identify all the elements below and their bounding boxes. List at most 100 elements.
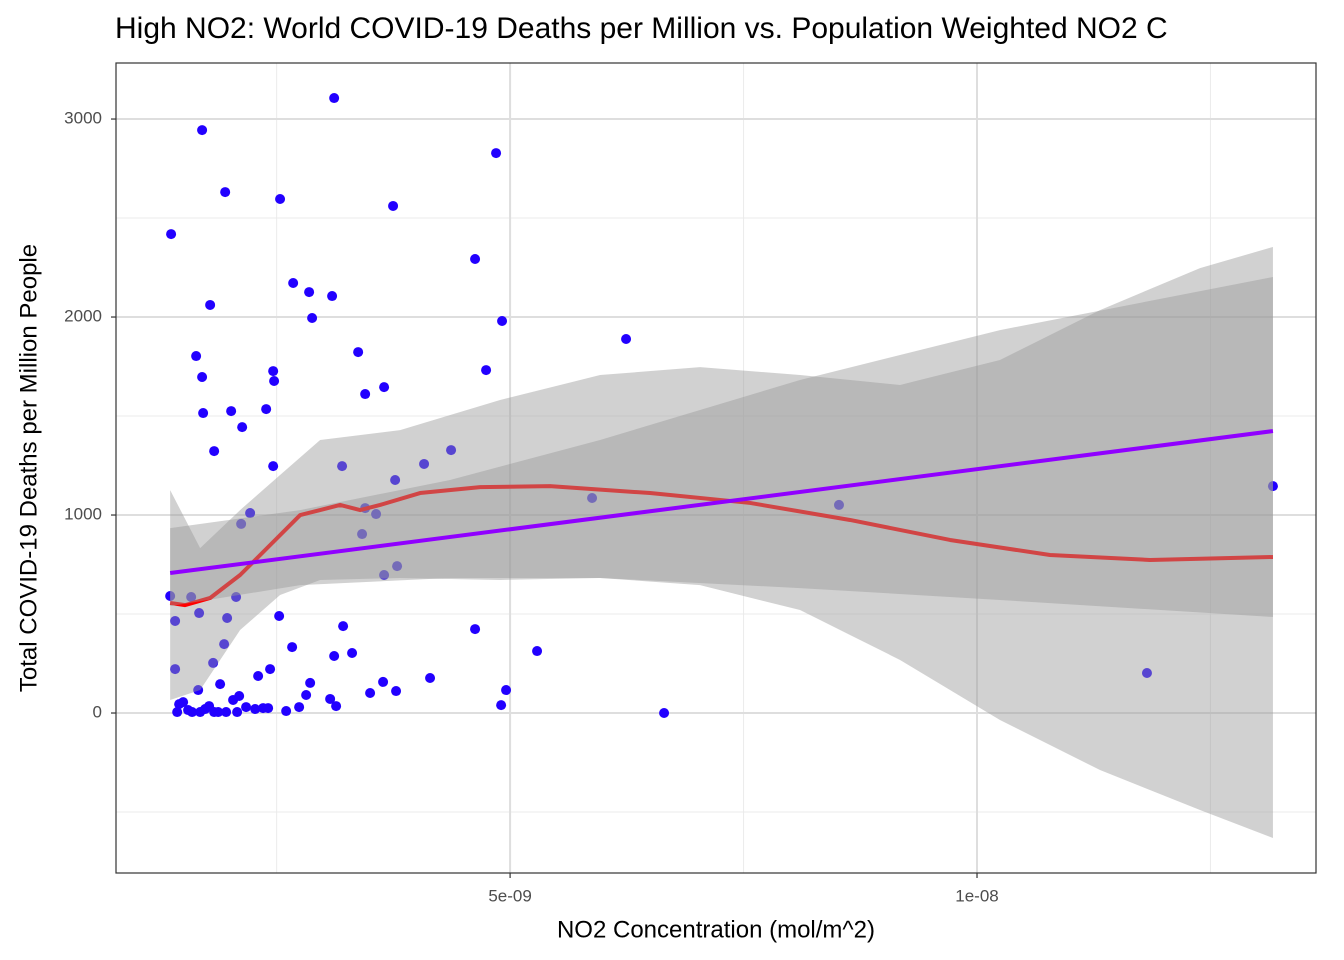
data-point [198,408,209,419]
data-point [353,347,364,358]
data-point [301,690,312,701]
data-point [268,366,279,377]
data-point [232,707,243,718]
data-point [222,612,233,623]
data-point [165,591,176,602]
data-point [187,707,198,718]
data-point [446,445,457,456]
data-point [236,518,247,529]
data-point [392,561,403,572]
data-point [304,287,315,298]
data-point [621,334,632,345]
data-point [265,664,276,675]
data-point [166,229,177,240]
data-point [360,389,371,400]
data-point [221,707,232,718]
data-point [391,686,402,697]
data-point [497,315,508,326]
data-point [329,650,340,661]
data-point [1141,668,1152,679]
data-point [231,591,242,602]
data-point [245,508,256,519]
x-tick-label: 1e-08 [955,886,998,905]
data-point [261,404,272,415]
data-point [194,608,205,619]
loess-confidence-band [170,246,1273,838]
y-tick-label: 1000 [64,505,102,524]
data-point [496,700,507,711]
data-point [186,591,197,602]
data-point [337,461,348,472]
data-point [357,529,368,540]
data-point [388,200,399,211]
data-point [338,621,349,632]
data-point [288,277,299,288]
y-tick-label: 3000 [64,109,102,128]
data-point [268,461,279,472]
y-tick-label: 0 [93,703,102,722]
data-point [226,406,237,417]
chart-title: High NO2: World COVID-19 Deaths per Mill… [115,12,1168,45]
data-point [274,611,285,622]
data-point [213,707,224,718]
data-point [390,474,401,485]
data-point [327,291,338,302]
data-point [659,708,670,719]
loess-line [169,484,1273,608]
data-point [294,702,305,713]
panel-border [115,62,1317,874]
data-point [325,693,336,704]
y-axis-label: Total COVID-19 Deaths per Million People [15,244,42,692]
data-point [501,685,512,696]
data-point [219,639,230,650]
data-point [833,499,844,510]
data-point [365,688,376,699]
data-point [1267,481,1278,492]
linear-fit-line [169,429,1274,576]
data-point [419,458,430,469]
data-point [379,570,390,581]
data-point [215,679,226,690]
data-point [470,624,481,635]
data-point [269,375,280,386]
data-point [170,664,181,675]
data-point [209,446,220,457]
data-point [587,492,598,503]
data-point [205,299,216,310]
data-point [331,701,342,712]
data-point [379,382,390,393]
data-point [275,194,286,205]
data-point [178,697,189,708]
x-axis-label: NO2 Concentration (mol/m^2) [557,916,875,943]
data-point [378,676,389,687]
data-point [172,707,183,718]
data-point [281,706,292,717]
data-point [241,702,252,713]
data-point [250,704,261,715]
data-point [234,690,245,701]
data-point [263,703,274,714]
data-point [371,509,382,520]
data-point [305,677,316,688]
data-point [197,125,208,136]
data-point [197,372,208,383]
data-point [491,148,502,159]
data-point [532,646,543,657]
data-point [220,187,231,198]
data-point [208,657,219,668]
data-point [329,93,340,104]
data-point [347,648,358,659]
data-point [287,642,298,653]
y-tick-label: 2000 [64,307,102,326]
data-point [470,254,481,265]
data-point [253,670,264,681]
panel-background [116,63,1316,873]
data-point [481,365,492,376]
x-tick-label: 5e-09 [488,886,531,905]
linear-confidence-band [170,277,1273,617]
data-point [307,313,318,324]
data-point [170,615,181,626]
data-point [237,422,248,433]
